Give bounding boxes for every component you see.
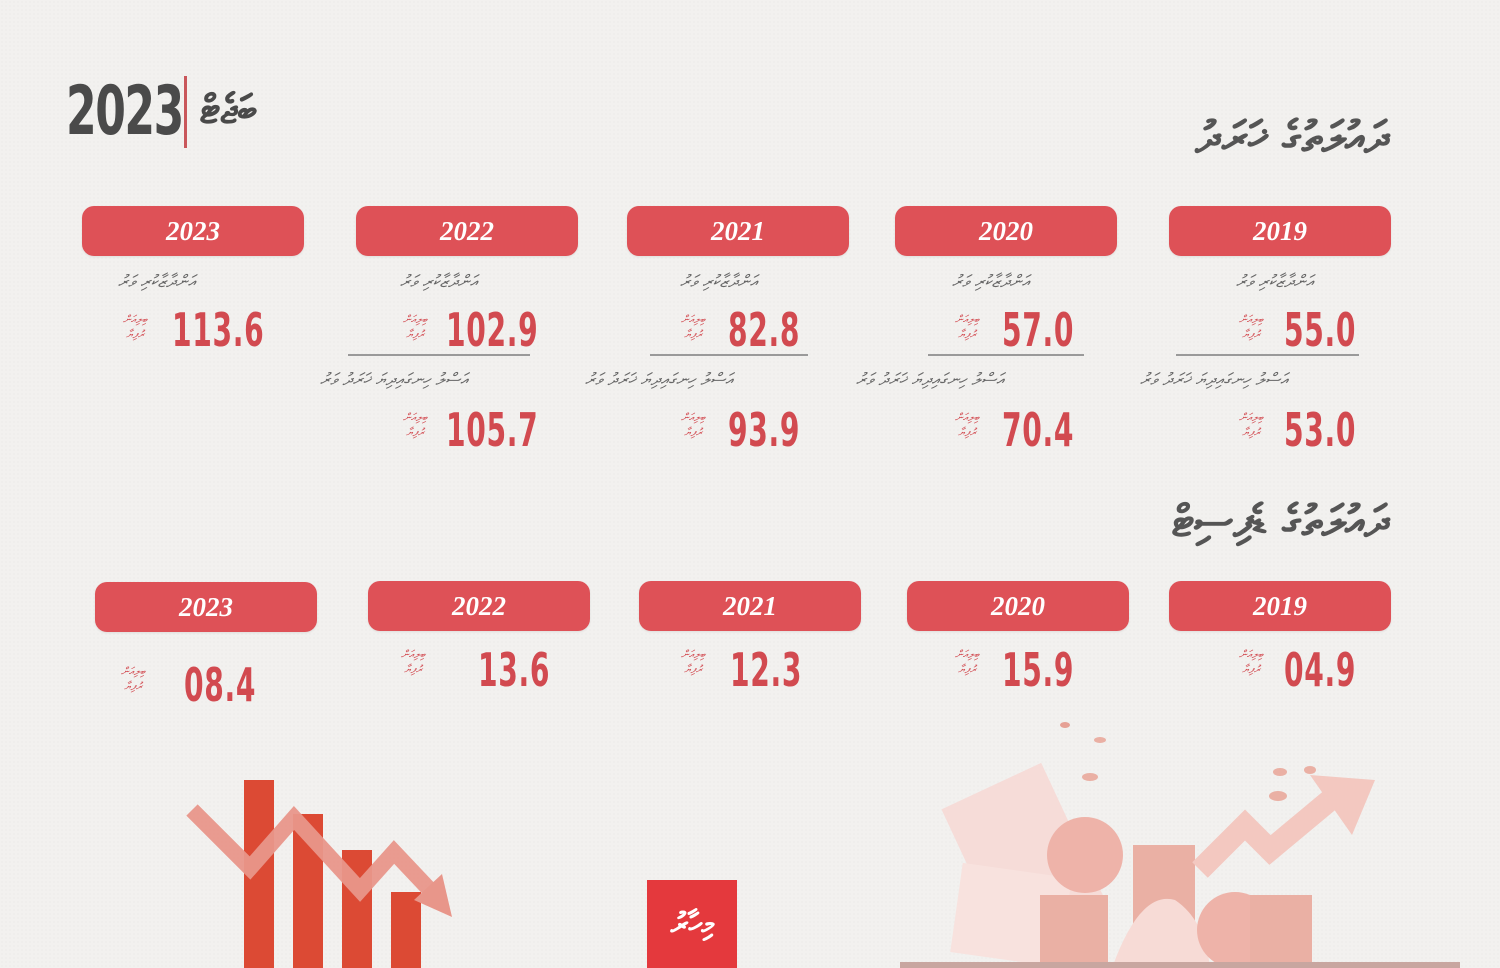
year-pill-2022: 2022 [368,581,590,631]
unit-label: ބިލިއަން ރުފިޔާ [680,648,706,676]
unit-label: ބިލިއަން ރުފިޔާ [680,313,706,341]
year-pill-2020: 2020 [895,206,1117,256]
unit-label: ބިލިއަން ރުފިޔާ [954,313,980,341]
section-title-deficit: ދައުލަތުގެ ޑެފިސިޓް [1171,496,1390,547]
unit-label: ބިލިއަން ރުފިޔާ [1238,313,1264,341]
estimated-label: އަންދާޒާކުރި ވަރު [400,272,478,292]
actual-value-2020: 70.4 [1002,403,1075,457]
actual-label: އަސްލު ހިނގައިދިޔަ ޚަރަދު ވަރު [1140,370,1288,390]
estimated-value-2020: 57.0 [1002,303,1075,357]
header-title: ބަޖެޓް [200,87,257,133]
divider-rule [928,354,1084,356]
header-divider [184,76,187,148]
divider-rule [650,354,808,356]
header-year: 2023 [66,72,184,151]
estimated-value-2023: 113.6 [172,303,265,357]
declining-bar-chart-icon [186,780,452,968]
estimated-label: އަންދާޒާކުރި ވަރު [1236,272,1314,292]
unit-label: ބިލިއަން ރުފިޔާ [402,313,428,341]
estimated-label: އަންދާޒާކުރި ވަރު [680,272,758,292]
unit-label: ބިލިއަން ރުފިޔާ [1238,648,1264,676]
unit-label: ބިލިއަން ރުފިޔާ [122,313,148,341]
year-pill-2019: 2019 [1169,206,1391,256]
deficit-value-2021: 12.3 [730,643,803,697]
deficit-value-2023: 08.4 [184,658,257,712]
estimated-value-2019: 55.0 [1284,303,1357,357]
deficit-value-2022: 13.6 [478,643,551,697]
estimated-value-2021: 82.8 [728,303,801,357]
unit-label: ބިލިއަން ރުފިޔާ [680,411,706,439]
actual-value-2022: 105.7 [446,403,539,457]
year-pill-2021: 2021 [627,206,849,256]
unit-label: ބިލިއަން ރުފިޔާ [954,648,980,676]
unit-label: ބިލިއަން ރުފިޔާ [400,648,426,676]
actual-value-2021: 93.9 [728,403,801,457]
year-pill-2022: 2022 [356,206,578,256]
deficit-value-2020: 15.9 [1002,643,1075,697]
year-pill-2021: 2021 [639,581,861,631]
deficit-value-2019: 04.9 [1284,643,1357,697]
actual-label: އަސްލު ހިނގައިދިޔަ ޚަރަދު ވަރު [320,370,468,390]
unit-label: ބިލިއަން ރުފިޔާ [120,665,146,693]
year-pill-2023: 2023 [95,582,317,632]
year-pill-2023: 2023 [82,206,304,256]
estimated-value-2022: 102.9 [446,303,539,357]
actual-value-2019: 53.0 [1284,403,1357,457]
estimated-label: އަންދާޒާކުރި ވަރު [952,272,1030,292]
coins-growth-icon [900,722,1460,968]
actual-label: އަސްލު ހިނގައިދިޔަ ޚަރަދު ވަރު [585,370,733,390]
unit-label: ބިލިއަން ރުފިޔާ [954,411,980,439]
year-pill-2020: 2020 [907,581,1129,631]
year-pill-2019: 2019 [1169,581,1391,631]
actual-label: އަސްލު ހިނގައިދިޔަ ޚަރަދު ވަރު [856,370,1004,390]
divider-rule [348,354,530,356]
divider-rule [1176,354,1359,356]
estimated-label: އަންދާޒާކުރި ވަރު [118,272,196,292]
unit-label: ބިލިއަން ރުފިޔާ [402,411,428,439]
logo: މިހާރު [647,880,737,968]
section-title-expenditure: ދައުލަތުގެ ޚަރަދު [1195,112,1390,163]
unit-label: ބިލިއަން ރުފިޔާ [1238,411,1264,439]
